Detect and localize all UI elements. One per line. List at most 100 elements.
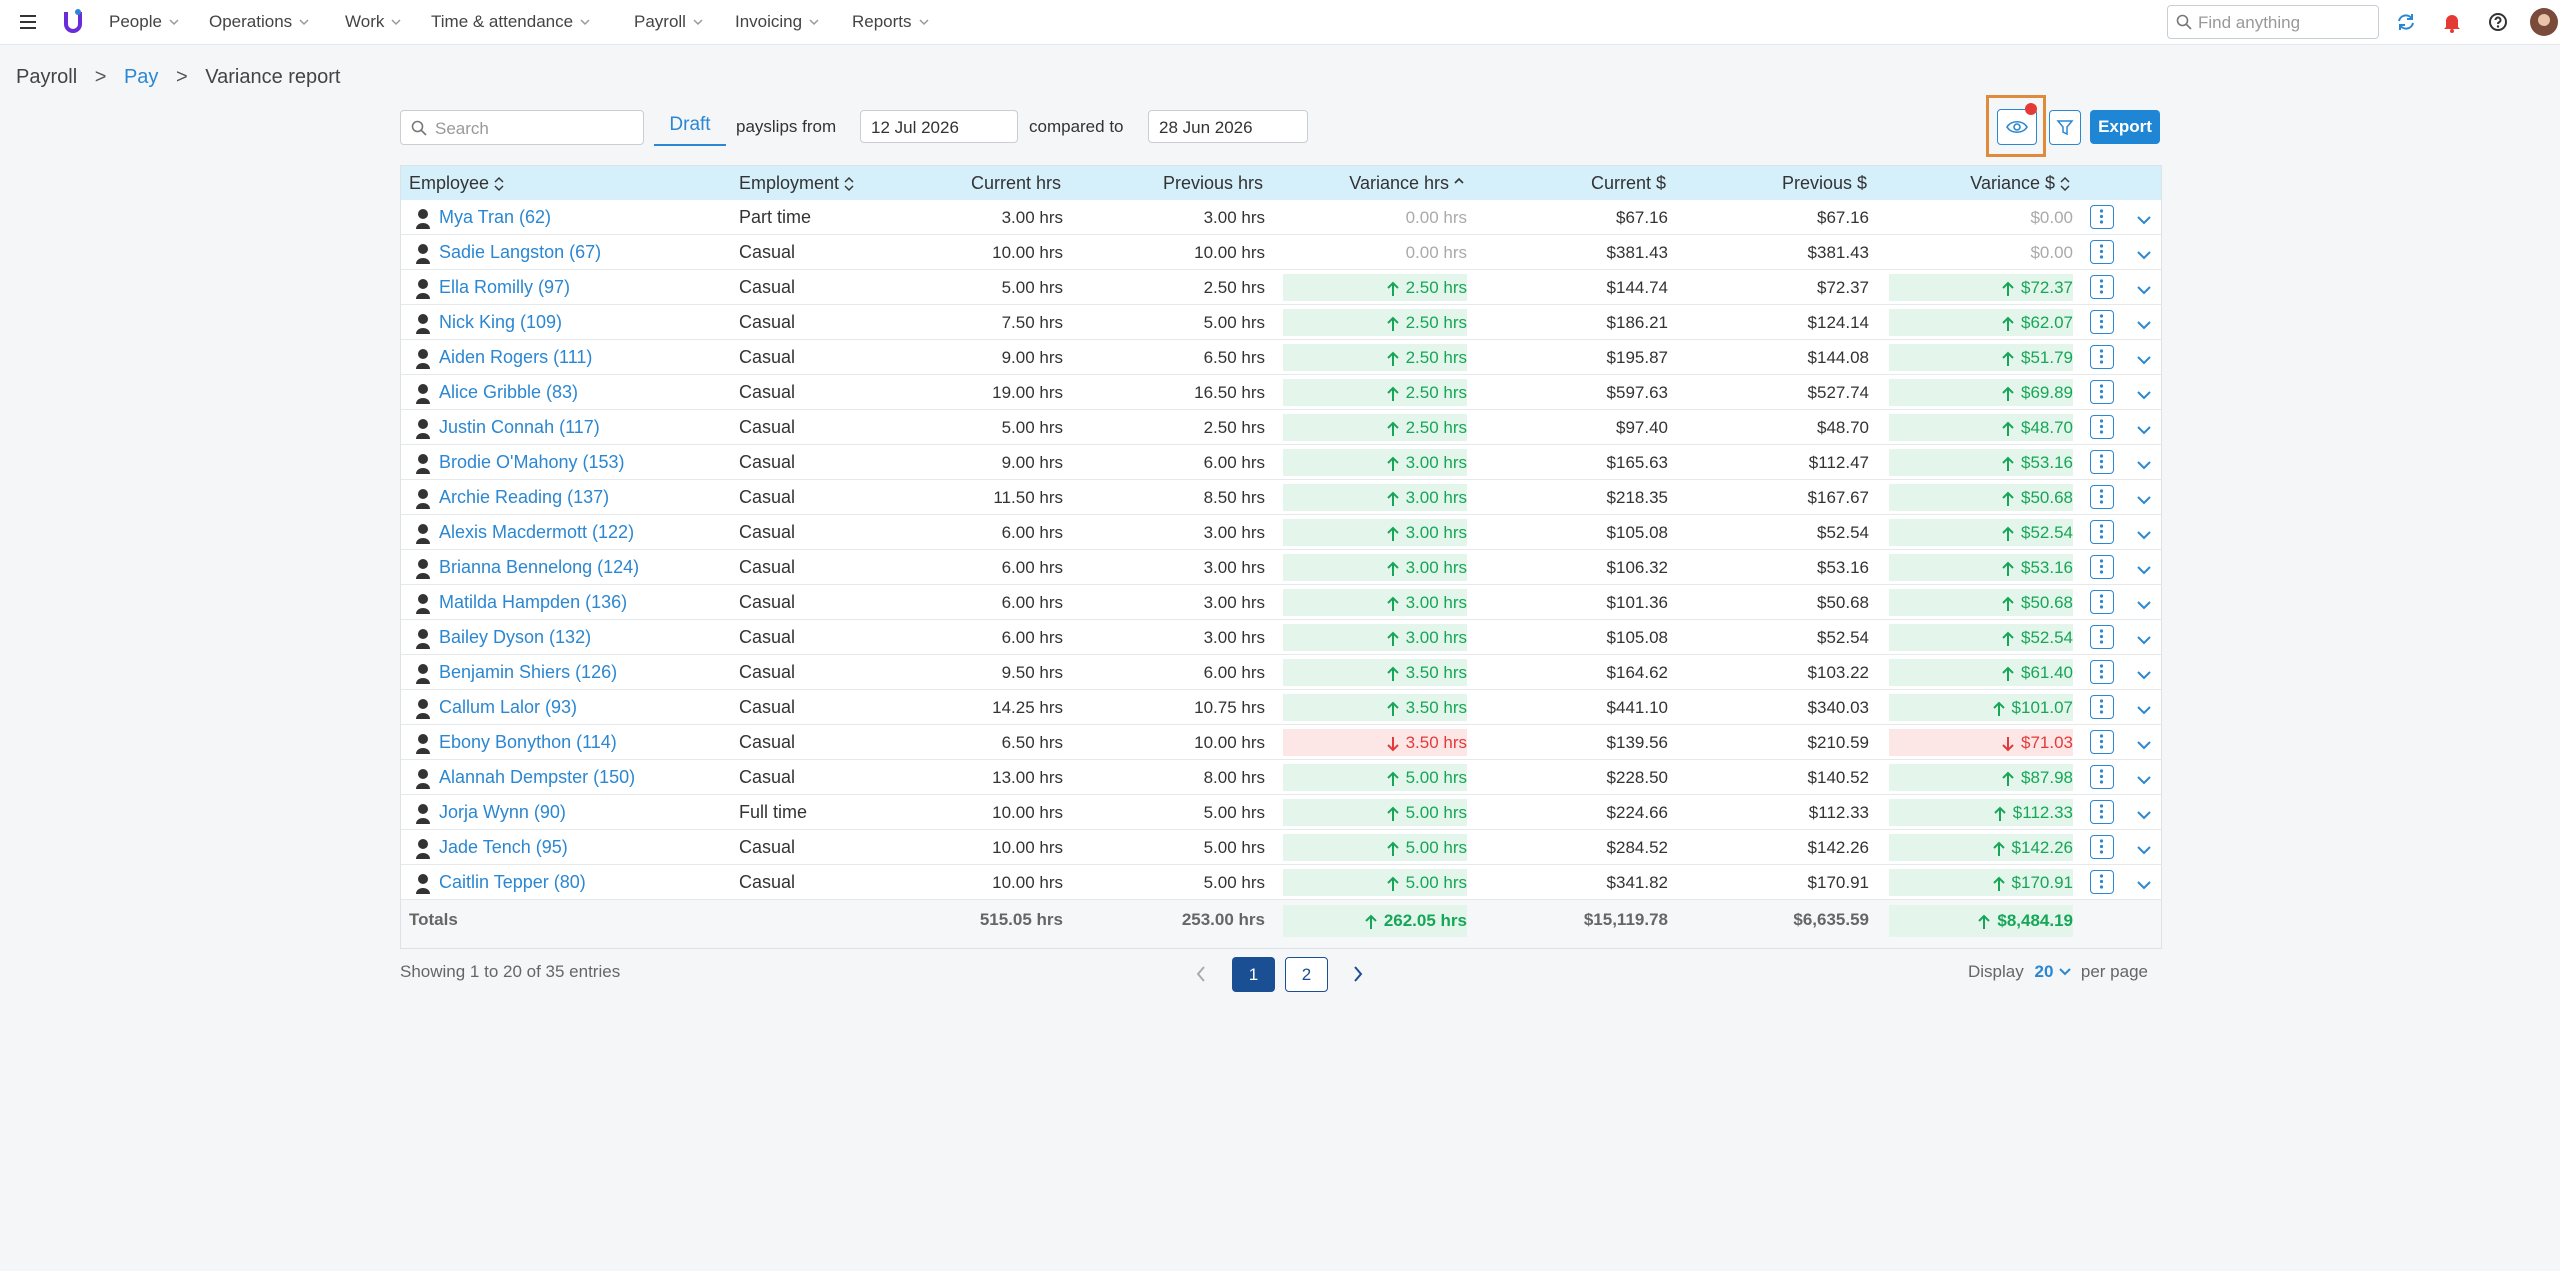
per-page-select[interactable]: 20 [2034, 962, 2054, 981]
expand-row[interactable] [2136, 737, 2152, 750]
employee-link[interactable]: Bailey Dyson (132) [439, 627, 592, 647]
nav-item[interactable]: Invoicing [735, 12, 819, 32]
column-header[interactable]: Variance hrs [1283, 166, 1465, 200]
row-actions[interactable] [2090, 765, 2114, 789]
user-avatar[interactable] [2530, 8, 2558, 36]
from-date[interactable]: 12 Jul 2026 [860, 110, 1018, 143]
employee-link[interactable]: Jorja Wynn (90) [439, 802, 566, 822]
trend-arrow [1386, 806, 1399, 821]
expand-row[interactable] [2136, 212, 2152, 225]
nav-item[interactable]: Operations [209, 12, 309, 32]
row-actions[interactable] [2090, 380, 2114, 404]
employee-link[interactable]: Aiden Rogers (111) [439, 347, 593, 367]
expand-row[interactable] [2136, 842, 2152, 855]
expand-row[interactable] [2136, 247, 2152, 260]
table-search[interactable]: Search [400, 110, 644, 145]
employee-avatar [416, 279, 430, 299]
expand-row[interactable] [2136, 877, 2152, 890]
employee-link[interactable]: Ella Romilly (97) [439, 277, 571, 297]
expand-row[interactable] [2136, 387, 2152, 400]
expand-row[interactable] [2136, 457, 2152, 470]
column-header[interactable]: Employment [739, 166, 937, 200]
expand-row[interactable] [2136, 352, 2152, 365]
row-actions[interactable] [2090, 800, 2114, 824]
employee-avatar [416, 384, 430, 404]
global-search[interactable]: Find anything [2167, 5, 2379, 39]
value-cell: $124.14 [1807, 313, 1869, 332]
employee-link[interactable]: Benjamin Shiers (126) [439, 662, 618, 682]
employee-link[interactable]: Nick King (109) [439, 312, 563, 332]
row-actions[interactable] [2090, 520, 2114, 544]
employee-link[interactable]: Caitlin Tepper (80) [439, 872, 586, 892]
row-actions[interactable] [2090, 625, 2114, 649]
row-actions[interactable] [2090, 205, 2114, 229]
column-header[interactable]: Variance $ [1889, 166, 2071, 200]
row-actions[interactable] [2090, 450, 2114, 474]
row-actions[interactable] [2090, 310, 2114, 334]
help-icon[interactable] [2487, 11, 2509, 33]
next-page[interactable] [1350, 964, 1366, 984]
value-cell: $101.36 [1606, 593, 1668, 612]
row-actions[interactable] [2090, 835, 2114, 859]
row-actions[interactable] [2090, 240, 2114, 264]
employee-link[interactable]: Jade Tench (95) [439, 837, 568, 857]
trend-arrow [1386, 701, 1399, 716]
filter-button[interactable] [2049, 110, 2081, 145]
export-button[interactable]: Export [2090, 110, 2160, 144]
menu-icon[interactable] [18, 12, 38, 32]
column-header[interactable]: Employee [409, 166, 707, 200]
row-actions[interactable] [2090, 590, 2114, 614]
breadcrumb-item[interactable]: Payroll [16, 66, 78, 88]
expand-row[interactable] [2136, 632, 2152, 645]
expand-row[interactable] [2136, 772, 2152, 785]
page-button[interactable]: 2 [1285, 957, 1328, 992]
row-actions[interactable] [2090, 695, 2114, 719]
employee-link[interactable]: Alannah Dempster (150) [439, 767, 636, 787]
expand-row[interactable] [2136, 317, 2152, 330]
prev-page[interactable] [1193, 964, 1209, 984]
employee-link[interactable]: Sadie Langston (67) [439, 242, 602, 262]
expand-row[interactable] [2136, 702, 2152, 715]
expand-row[interactable] [2136, 667, 2152, 680]
employee-link[interactable]: Ebony Bonython (114) [439, 732, 617, 752]
employee-link[interactable]: Alice Gribble (83) [439, 382, 579, 402]
page-button[interactable]: 1 [1232, 957, 1275, 992]
nav-item[interactable]: Work [345, 12, 401, 32]
expand-row[interactable] [2136, 807, 2152, 820]
nav-item[interactable]: Payroll [634, 12, 703, 32]
breadcrumb-item[interactable]: Pay [123, 66, 159, 88]
row-actions[interactable] [2090, 660, 2114, 684]
expand-row[interactable] [2136, 422, 2152, 435]
expand-row[interactable] [2136, 492, 2152, 505]
draft-tab[interactable]: Draft [654, 114, 726, 146]
row-actions[interactable] [2090, 555, 2114, 579]
logo[interactable] [62, 8, 84, 36]
employee-link[interactable]: Archie Reading (137) [439, 487, 610, 507]
expand-row[interactable] [2136, 282, 2152, 295]
row-actions[interactable] [2090, 415, 2114, 439]
variance-value: $87.98 [2021, 768, 2073, 787]
expand-row[interactable] [2136, 597, 2152, 610]
nav-item[interactable]: Reports [852, 12, 929, 32]
expand-row[interactable] [2136, 562, 2152, 575]
employee-link[interactable]: Matilda Hampden (136) [439, 592, 628, 612]
refresh-icon[interactable] [2395, 11, 2417, 33]
expand-row[interactable] [2136, 527, 2152, 540]
employee-link[interactable]: Mya Tran (62) [439, 207, 552, 227]
nav-item[interactable]: People [109, 12, 179, 32]
employee-link[interactable]: Alexis Macdermott (122) [439, 522, 635, 542]
view-button[interactable] [1997, 103, 2037, 145]
row-actions[interactable] [2090, 730, 2114, 754]
value-cell: $340.03 [1807, 698, 1869, 717]
row-actions[interactable] [2090, 870, 2114, 894]
row-actions[interactable] [2090, 345, 2114, 369]
compared-date[interactable]: 28 Jun 2026 [1148, 110, 1308, 143]
employee-link[interactable]: Brianna Bennelong (124) [439, 557, 640, 577]
notification-icon[interactable] [2441, 11, 2463, 33]
employee-link[interactable]: Justin Connah (117) [439, 417, 600, 437]
row-actions[interactable] [2090, 485, 2114, 509]
row-actions[interactable] [2090, 275, 2114, 299]
nav-item[interactable]: Time & attendance [431, 12, 590, 32]
employee-link[interactable]: Brodie O'Mahony (153) [439, 452, 625, 472]
employee-link[interactable]: Callum Lalor (93) [439, 697, 578, 717]
